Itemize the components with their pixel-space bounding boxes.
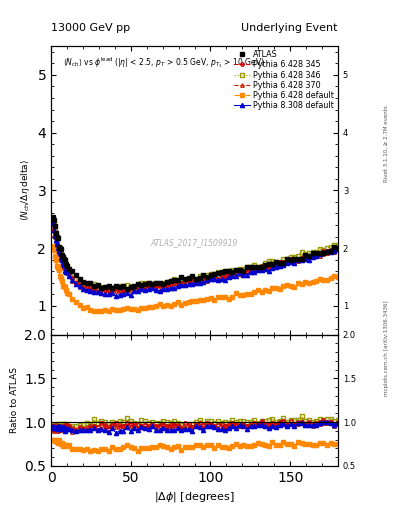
Pythia 6.428 346 [50,218,55,224]
Pythia 8.308 default [285,261,289,267]
Pythia 6.428 345 [292,258,297,264]
Pythia 6.428 346 [241,266,246,272]
Pythia 6.428 default [50,243,55,249]
Pythia 8.308 default [292,260,297,266]
Pythia 6.428 345 [50,220,55,226]
Line: Pythia 6.428 370: Pythia 6.428 370 [51,228,340,294]
Pythia 6.428 346 [285,255,289,262]
Pythia 8.308 default [110,290,115,296]
X-axis label: $|\Delta\phi|$ [degrees]: $|\Delta\phi|$ [degrees] [154,490,235,504]
Pythia 6.428 default [114,307,118,313]
Pythia 6.428 default [62,284,67,290]
Pythia 6.428 370 [50,226,55,232]
Pythia 6.428 default [285,282,289,288]
Pythia 8.308 default [114,293,118,299]
ATLAS [325,249,329,255]
Pythia 6.428 370 [62,267,67,273]
Pythia 6.428 345 [241,270,246,276]
Pythia 6.428 default [336,274,340,280]
Line: ATLAS: ATLAS [51,215,340,291]
Pythia 6.428 370 [292,258,297,264]
Line: Pythia 6.428 default: Pythia 6.428 default [51,244,340,313]
ATLAS [336,245,340,251]
Text: ATLAS_2017_I1509919: ATLAS_2017_I1509919 [151,238,238,247]
Pythia 6.428 346 [325,245,329,251]
Pythia 6.428 346 [114,284,118,290]
ATLAS [50,214,55,220]
Pythia 6.428 default [241,292,246,298]
Text: $\langle N_\mathrm{ch}\rangle$ vs $\phi^\mathrm{lead}$ ($|\eta|$ < 2.5, $p_T$ > : $\langle N_\mathrm{ch}\rangle$ vs $\phi^… [62,55,264,70]
Pythia 6.428 345 [285,260,289,266]
Pythia 8.308 default [241,271,246,278]
Text: Rivet 3.1.10, ≥ 2.7M events: Rivet 3.1.10, ≥ 2.7M events [384,105,389,182]
ATLAS [110,285,115,291]
Legend: ATLAS, Pythia 6.428 345, Pythia 6.428 346, Pythia 6.428 370, Pythia 6.428 defaul: ATLAS, Pythia 6.428 345, Pythia 6.428 34… [232,49,336,112]
Pythia 6.428 370 [99,290,104,296]
Pythia 6.428 345 [336,245,340,251]
ATLAS [292,256,297,262]
Y-axis label: Ratio to ATLAS: Ratio to ATLAS [10,367,19,433]
Pythia 6.428 default [292,284,297,290]
Pythia 6.428 370 [285,260,289,266]
Pythia 8.308 default [336,246,340,252]
Pythia 6.428 370 [241,269,246,275]
ATLAS [285,257,289,263]
Pythia 6.428 370 [325,250,329,257]
Pythia 6.428 346 [110,285,115,291]
Pythia 6.428 345 [62,263,67,269]
Pythia 6.428 346 [336,242,340,248]
Text: Underlying Event: Underlying Event [241,23,338,33]
Pythia 6.428 370 [336,247,340,253]
Line: Pythia 6.428 345: Pythia 6.428 345 [51,222,340,293]
Pythia 6.428 346 [292,253,297,260]
ATLAS [125,286,129,292]
Line: Pythia 8.308 default: Pythia 8.308 default [51,221,340,298]
Pythia 6.428 default [325,278,329,284]
Pythia 8.308 default [325,248,329,254]
Text: mcplots.cern.ch [arXiv:1306.3436]: mcplots.cern.ch [arXiv:1306.3436] [384,301,389,396]
Pythia 6.428 346 [62,261,67,267]
Line: Pythia 6.428 346: Pythia 6.428 346 [51,220,340,289]
Y-axis label: $\langle N_\mathrm{ch}/\Delta\eta\,\mathrm{delta}\rangle$: $\langle N_\mathrm{ch}/\Delta\eta\,\math… [19,160,32,221]
Pythia 6.428 345 [325,248,329,254]
Text: 13000 GeV pp: 13000 GeV pp [51,23,130,33]
Pythia 8.308 default [50,220,55,226]
Pythia 6.428 370 [114,288,118,294]
ATLAS [62,257,67,263]
ATLAS [241,268,246,274]
Pythia 8.308 default [62,268,67,274]
Pythia 6.428 345 [117,288,122,294]
Pythia 6.428 default [106,308,111,314]
Pythia 6.428 345 [110,287,115,293]
